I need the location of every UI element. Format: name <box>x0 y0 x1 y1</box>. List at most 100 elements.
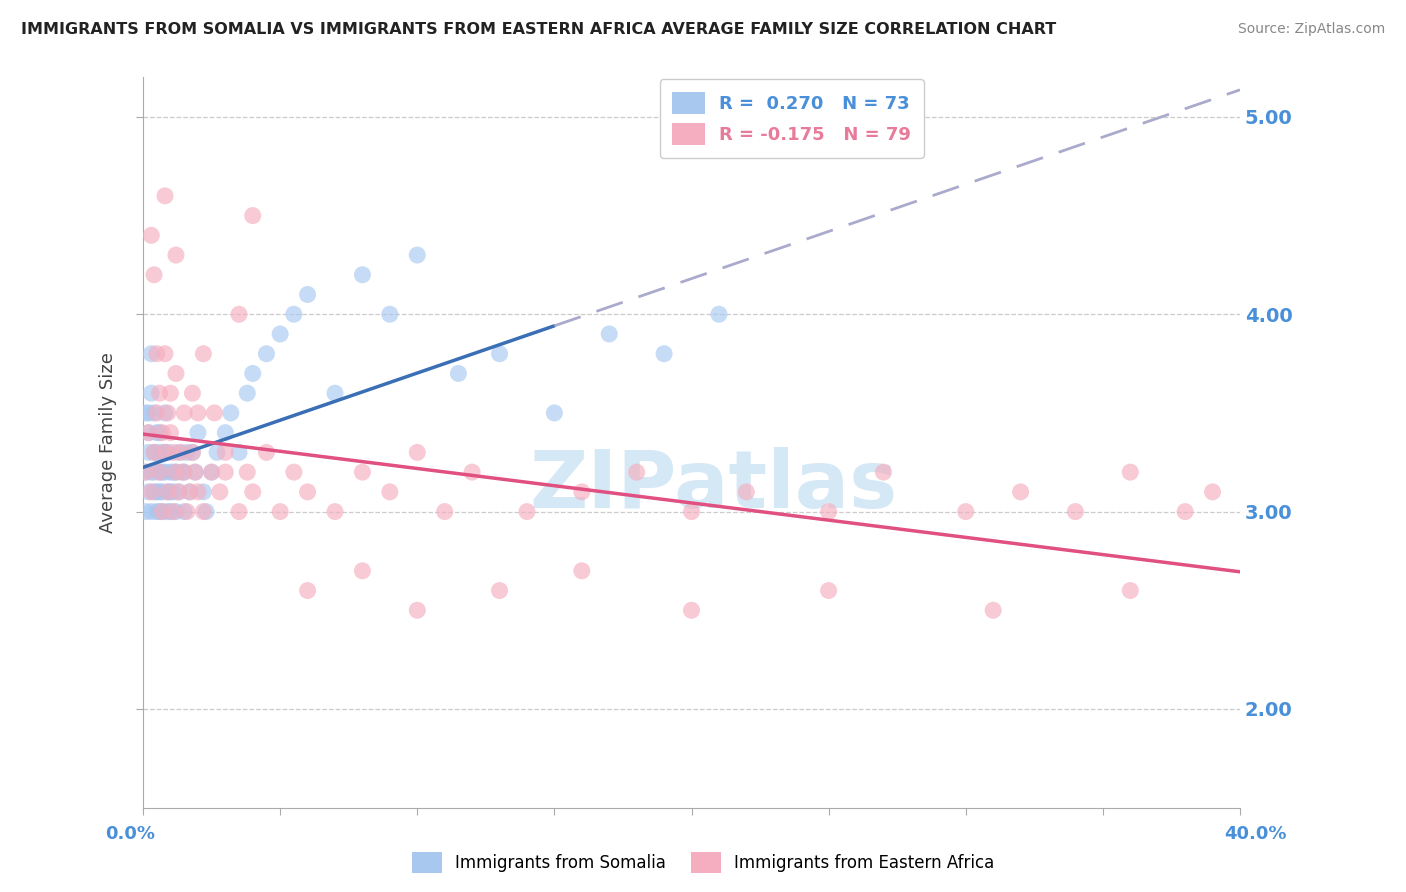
Point <box>159 484 181 499</box>
Point <box>153 445 176 459</box>
Point <box>148 484 170 499</box>
Point <box>488 583 510 598</box>
Point <box>145 425 167 440</box>
Text: ZIPatlas: ZIPatlas <box>529 448 897 525</box>
Point <box>181 445 204 459</box>
Point <box>433 505 456 519</box>
Point <box>193 347 215 361</box>
Point <box>150 484 173 499</box>
Point <box>141 505 163 519</box>
Point <box>447 367 470 381</box>
Point <box>323 386 346 401</box>
Point <box>141 484 163 499</box>
Point <box>150 465 173 479</box>
Point <box>165 465 187 479</box>
Point <box>148 386 170 401</box>
Text: Source: ZipAtlas.com: Source: ZipAtlas.com <box>1237 22 1385 37</box>
Point <box>173 465 195 479</box>
Point <box>242 209 264 223</box>
Point <box>1064 505 1087 519</box>
Point <box>236 465 259 479</box>
Point <box>488 347 510 361</box>
Point <box>378 484 401 499</box>
Legend: R =  0.270   N = 73, R = -0.175   N = 79: R = 0.270 N = 73, R = -0.175 N = 79 <box>659 79 924 158</box>
Point <box>167 484 190 499</box>
Point <box>181 445 204 459</box>
Point <box>256 347 278 361</box>
Point <box>143 406 166 420</box>
Point <box>1010 484 1032 499</box>
Point <box>145 505 167 519</box>
Point <box>184 465 207 479</box>
Point <box>193 484 215 499</box>
Point <box>242 367 264 381</box>
Point <box>162 505 184 519</box>
Point <box>598 326 620 341</box>
Point <box>138 445 160 459</box>
Point <box>148 465 170 479</box>
Point <box>141 465 163 479</box>
Point <box>406 445 429 459</box>
Point <box>176 505 198 519</box>
Point <box>201 465 224 479</box>
Point <box>145 484 167 499</box>
Point <box>162 484 184 499</box>
Point <box>269 505 291 519</box>
Point <box>228 505 250 519</box>
Point <box>981 603 1004 617</box>
Point <box>214 445 236 459</box>
Point <box>135 505 157 519</box>
Point <box>202 406 225 420</box>
Point <box>143 484 166 499</box>
Point <box>143 268 166 282</box>
Point <box>138 406 160 420</box>
Point <box>406 248 429 262</box>
Point <box>516 505 538 519</box>
Point <box>176 445 198 459</box>
Point <box>143 445 166 459</box>
Point <box>150 425 173 440</box>
Point <box>283 465 305 479</box>
Point <box>173 465 195 479</box>
Point <box>153 445 176 459</box>
Point <box>571 564 593 578</box>
Point <box>165 465 187 479</box>
Point <box>156 484 179 499</box>
Point <box>652 347 675 361</box>
Point <box>461 465 484 479</box>
Point <box>1201 484 1223 499</box>
Point <box>352 564 374 578</box>
Point <box>352 268 374 282</box>
Point <box>1119 465 1142 479</box>
Point <box>817 583 839 598</box>
Point <box>162 445 184 459</box>
Point <box>256 445 278 459</box>
Point <box>872 465 894 479</box>
Point <box>352 465 374 479</box>
Point <box>159 465 181 479</box>
Point <box>153 406 176 420</box>
Point <box>208 484 231 499</box>
Point <box>173 505 195 519</box>
Point <box>543 406 565 420</box>
Point <box>406 603 429 617</box>
Point <box>135 465 157 479</box>
Point <box>297 484 319 499</box>
Point <box>193 505 215 519</box>
Point <box>626 465 648 479</box>
Point <box>955 505 977 519</box>
Point <box>156 445 179 459</box>
Point <box>187 406 209 420</box>
Point <box>153 189 176 203</box>
Point <box>1119 583 1142 598</box>
Point <box>156 505 179 519</box>
Point <box>187 425 209 440</box>
Point <box>170 445 193 459</box>
Point <box>138 425 160 440</box>
Point <box>571 484 593 499</box>
Point <box>153 465 176 479</box>
Point <box>228 307 250 321</box>
Point <box>153 347 176 361</box>
Point <box>1174 505 1197 519</box>
Point <box>214 465 236 479</box>
